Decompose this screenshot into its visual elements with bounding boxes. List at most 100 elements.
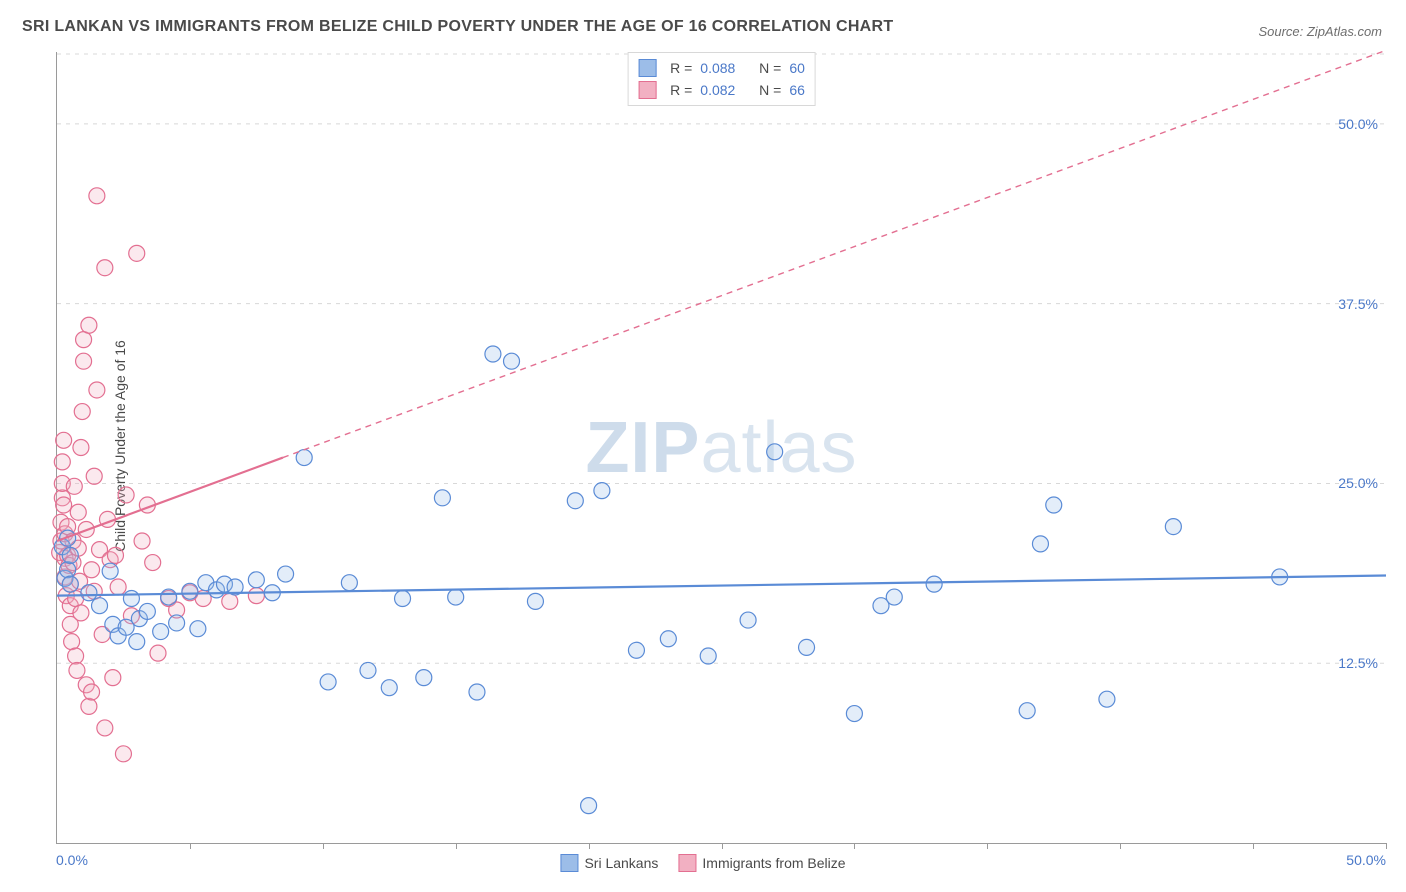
stat-n-label: N =	[759, 60, 781, 76]
source-attribution: Source: ZipAtlas.com	[1258, 24, 1382, 39]
data-point	[69, 662, 85, 678]
data-point	[628, 642, 644, 658]
data-point	[139, 603, 155, 619]
x-tick	[854, 843, 855, 849]
data-point	[1046, 497, 1062, 513]
data-point	[118, 487, 134, 503]
data-point	[68, 648, 84, 664]
stat-r-value: 0.082	[700, 82, 735, 98]
data-point	[161, 589, 177, 605]
x-tick	[987, 843, 988, 849]
data-point	[102, 563, 118, 579]
data-point	[926, 576, 942, 592]
data-point	[76, 353, 92, 369]
data-point	[97, 260, 113, 276]
data-point	[115, 746, 131, 762]
data-point	[86, 468, 102, 484]
data-point	[360, 662, 376, 678]
stat-n-value: 60	[789, 60, 805, 76]
x-axis-origin-label: 0.0%	[56, 852, 88, 868]
data-point	[129, 634, 145, 650]
chart-title: SRI LANKAN VS IMMIGRANTS FROM BELIZE CHI…	[22, 18, 893, 36]
data-point	[81, 585, 97, 601]
legend-swatch	[560, 854, 578, 872]
data-point	[150, 645, 166, 661]
data-point	[153, 624, 169, 640]
data-point	[56, 432, 72, 448]
data-point	[134, 533, 150, 549]
legend-swatch	[638, 59, 656, 77]
x-tick	[722, 843, 723, 849]
data-point	[105, 670, 121, 686]
y-tick-label: 37.5%	[1338, 296, 1378, 312]
data-point	[92, 598, 108, 614]
data-point	[767, 444, 783, 460]
legend-swatch	[638, 81, 656, 99]
data-point	[74, 404, 90, 420]
data-point	[110, 579, 126, 595]
data-point	[1165, 519, 1181, 535]
data-point	[84, 562, 100, 578]
stat-n-value: 66	[789, 82, 805, 98]
data-point	[123, 591, 139, 607]
data-point	[416, 670, 432, 686]
stat-r-value: 0.088	[700, 60, 735, 76]
correlation-chart: SRI LANKAN VS IMMIGRANTS FROM BELIZE CHI…	[0, 0, 1406, 892]
stat-n-label: N =	[759, 82, 781, 98]
data-point	[73, 605, 89, 621]
data-point	[89, 382, 105, 398]
data-point	[73, 440, 89, 456]
plot-svg	[57, 52, 1386, 843]
data-point	[62, 547, 78, 563]
data-point	[190, 621, 206, 637]
data-point	[66, 478, 82, 494]
data-point	[448, 589, 464, 605]
x-tick	[1120, 843, 1121, 849]
x-tick	[589, 843, 590, 849]
trend-line-extrapolated	[283, 50, 1386, 457]
data-point	[527, 593, 543, 609]
series-legend: Sri Lankans Immigrants from Belize	[560, 854, 845, 872]
data-point	[76, 332, 92, 348]
plot-area: ZIPatlas R = 0.088 N = 60R = 0.082 N = 6…	[56, 52, 1386, 844]
data-point	[1099, 691, 1115, 707]
data-point	[182, 583, 198, 599]
data-point	[567, 493, 583, 509]
data-point	[341, 575, 357, 591]
x-tick	[1386, 843, 1387, 849]
data-point	[62, 576, 78, 592]
data-point	[799, 639, 815, 655]
data-point	[56, 497, 72, 513]
data-point	[1032, 536, 1048, 552]
data-point	[886, 589, 902, 605]
data-point	[581, 798, 597, 814]
data-point	[278, 566, 294, 582]
y-tick-label: 25.0%	[1338, 475, 1378, 491]
stat-r-label: R =	[670, 82, 692, 98]
legend-label: Sri Lankans	[584, 855, 658, 871]
data-point	[485, 346, 501, 362]
x-tick	[456, 843, 457, 849]
x-tick	[190, 843, 191, 849]
data-point	[700, 648, 716, 664]
data-point	[660, 631, 676, 647]
data-point	[1019, 703, 1035, 719]
data-point	[434, 490, 450, 506]
data-point	[145, 555, 161, 571]
x-tick	[1253, 843, 1254, 849]
y-tick-label: 12.5%	[1338, 655, 1378, 671]
data-point	[129, 245, 145, 261]
data-point	[248, 572, 264, 588]
data-point	[381, 680, 397, 696]
data-point	[222, 593, 238, 609]
data-point	[320, 674, 336, 690]
legend-label: Immigrants from Belize	[702, 855, 845, 871]
stats-legend-row: R = 0.082 N = 66	[638, 79, 805, 101]
data-point	[97, 720, 113, 736]
data-point	[70, 504, 86, 520]
y-tick-label: 50.0%	[1338, 116, 1378, 132]
data-point	[84, 684, 100, 700]
stat-r-label: R =	[670, 60, 692, 76]
data-point	[594, 483, 610, 499]
legend-item: Sri Lankans	[560, 854, 658, 872]
